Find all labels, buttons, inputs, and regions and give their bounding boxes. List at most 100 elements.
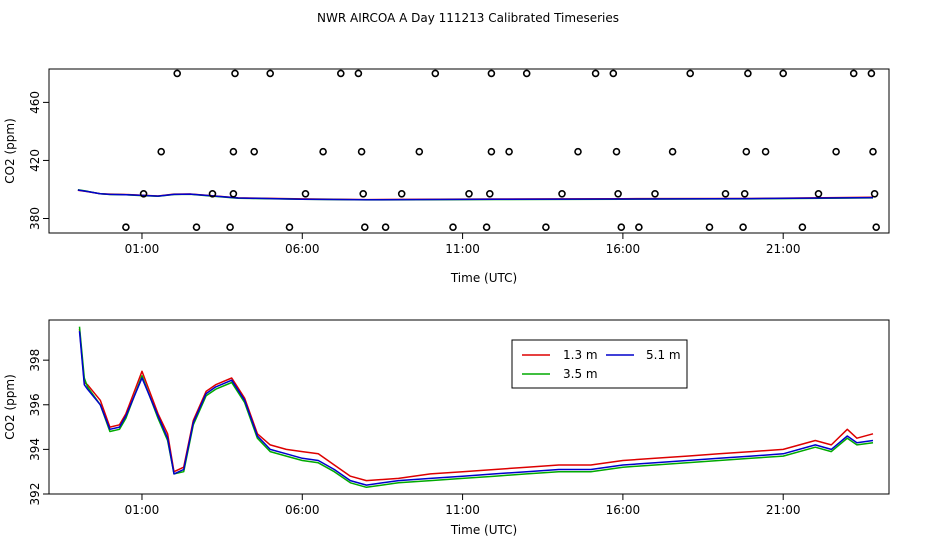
scatter-point xyxy=(357,147,366,156)
bottom-x-axis-label: Time (UTC) xyxy=(450,523,517,537)
scatter-point xyxy=(591,69,600,78)
scatter-point xyxy=(319,147,327,156)
scatter-point xyxy=(872,223,881,231)
scatter-point xyxy=(359,190,368,198)
scatter-point xyxy=(301,190,310,198)
scatter-point xyxy=(157,147,165,156)
chart-title: NWR AIRCOA A Day 111213 Calibrated Times… xyxy=(317,11,619,25)
scatter-point xyxy=(798,223,807,231)
scatter-point xyxy=(354,69,363,78)
scatter-point xyxy=(122,223,130,231)
bottom-y-axis: 392 394 396 398 xyxy=(28,349,49,505)
scatter-point xyxy=(229,147,238,156)
scatter-point xyxy=(487,69,496,78)
scatter-point xyxy=(285,223,294,231)
scatter-point xyxy=(574,147,582,156)
bottom-series-line-1 xyxy=(78,328,874,482)
legend-label-5-1m: 5.1 m xyxy=(646,348,681,362)
legend-label-1-3m: 1.3 m xyxy=(563,348,598,362)
scatter-point xyxy=(381,223,390,231)
scatter-point xyxy=(744,69,752,78)
top-x-axis: 01:00 06:00 11:00 16:00 21:00 xyxy=(125,233,801,256)
scatter-point xyxy=(192,223,201,231)
legend-label-3-5m: 3.5 m xyxy=(563,367,598,381)
bottom-x-tick-label: 06:00 xyxy=(285,503,320,517)
scatter-point xyxy=(229,190,238,198)
bottom-series-line-3 xyxy=(78,331,874,486)
scatter-point xyxy=(139,190,148,198)
scatter-point xyxy=(686,69,695,78)
scatter-point xyxy=(617,223,626,231)
scatter-point xyxy=(651,190,659,198)
top-series-lines xyxy=(77,189,874,201)
scatter-point xyxy=(336,69,345,78)
scatter-point xyxy=(266,69,275,78)
legend: 1.3 m 3.5 m 5.1 m xyxy=(511,339,688,389)
top-x-tick-label: 21:00 xyxy=(766,242,801,256)
scatter-point xyxy=(721,190,730,198)
scatter-point xyxy=(867,69,876,78)
bottom-y-tick-label: 396 xyxy=(28,393,42,416)
top-series-line-3 xyxy=(77,189,874,201)
scatter-point xyxy=(742,147,751,156)
bottom-y-axis-label: CO2 (ppm) xyxy=(3,374,17,440)
scatter-point xyxy=(522,69,531,78)
scatter-point xyxy=(761,147,770,156)
scatter-point xyxy=(173,69,181,78)
bottom-x-tick-label: 16:00 xyxy=(606,503,641,517)
bottom-y-tick-label: 398 xyxy=(28,349,42,372)
scatter-point xyxy=(558,190,566,198)
bottom-x-tick-label: 01:00 xyxy=(125,503,160,517)
top-plot-frame xyxy=(48,68,890,234)
scatter-point xyxy=(431,69,440,78)
bottom-panel: 01:00 06:00 11:00 16:00 21:00 392 394 396 398 T… xyxy=(3,319,890,537)
scatter-point xyxy=(869,147,877,156)
scatter-point xyxy=(397,190,406,198)
scatter-point xyxy=(231,69,239,78)
scatter-point xyxy=(465,190,473,198)
bottom-plot-frame xyxy=(48,319,890,495)
scatter-point xyxy=(870,190,879,198)
scatter-point xyxy=(668,147,677,156)
scatter-point xyxy=(542,223,550,231)
scatter-point xyxy=(250,147,258,156)
top-y-tick-label: 420 xyxy=(28,149,42,172)
bottom-series-lines xyxy=(78,326,874,489)
top-y-axis: 380 420 460 xyxy=(28,91,49,230)
scatter-point xyxy=(849,69,858,78)
bottom-x-tick-label: 21:00 xyxy=(766,503,801,517)
scatter-point xyxy=(635,223,643,231)
top-y-axis-label: CO2 (ppm) xyxy=(3,118,17,184)
scatter-point xyxy=(612,147,621,156)
top-scatter-points xyxy=(122,69,881,231)
scatter-point xyxy=(482,223,491,231)
scatter-point xyxy=(485,190,494,198)
scatter-point xyxy=(832,147,840,156)
top-y-tick-label: 380 xyxy=(28,207,42,230)
scatter-point xyxy=(614,190,622,198)
top-x-tick-label: 06:00 xyxy=(285,242,320,256)
top-x-tick-label: 16:00 xyxy=(606,242,641,256)
scatter-point xyxy=(705,223,714,231)
bottom-y-tick-label: 394 xyxy=(28,438,42,461)
scatter-point xyxy=(487,147,496,156)
bottom-x-axis: 01:00 06:00 11:00 16:00 21:00 xyxy=(125,494,801,517)
scatter-point xyxy=(449,223,457,231)
legend-box xyxy=(511,339,688,389)
top-y-tick-label: 460 xyxy=(28,91,42,114)
scatter-point xyxy=(208,190,217,198)
scatter-point xyxy=(814,190,823,198)
top-x-tick-label: 01:00 xyxy=(125,242,160,256)
scatter-point xyxy=(779,69,788,78)
scatter-point xyxy=(505,147,513,156)
bottom-series-line-2 xyxy=(78,326,874,489)
scatter-point xyxy=(415,147,424,156)
scatter-point xyxy=(226,223,234,231)
top-x-tick-label: 11:00 xyxy=(445,242,480,256)
scatter-point xyxy=(739,223,747,231)
top-x-axis-label: Time (UTC) xyxy=(450,271,517,285)
scatter-point xyxy=(360,223,369,231)
top-panel: 01:00 06:00 11:00 16:00 21:00 380 420 460 Time… xyxy=(3,68,890,285)
bottom-x-tick-label: 11:00 xyxy=(445,503,480,517)
